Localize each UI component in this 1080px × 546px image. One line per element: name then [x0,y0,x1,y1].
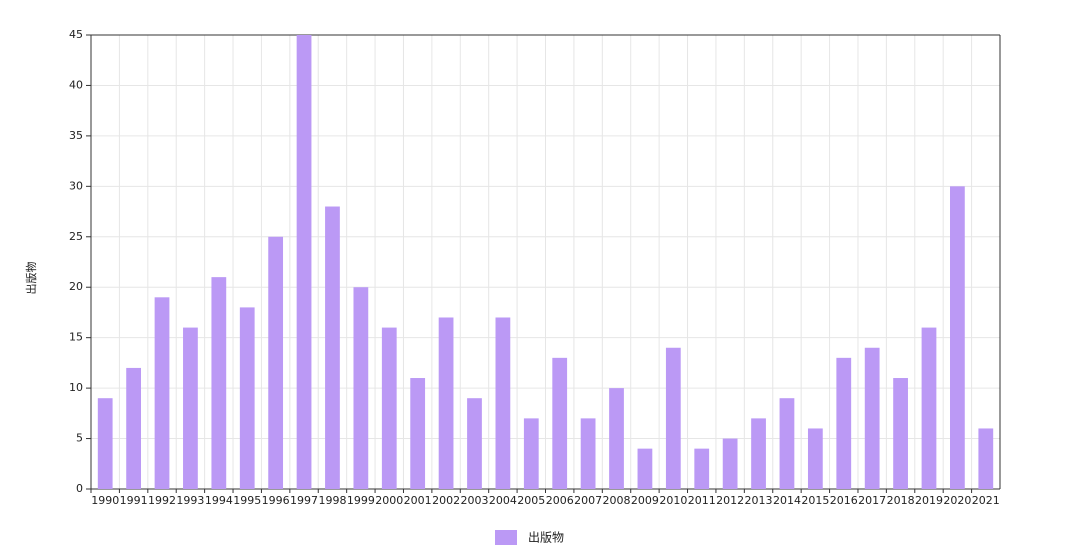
bar [523,418,539,489]
bar [296,35,312,489]
bar [779,398,795,489]
y-tick-label: 5 [76,432,83,445]
bar [722,438,738,489]
bar [126,367,141,489]
x-tick-label: 2006 [546,494,574,507]
x-tick-label: 2009 [631,494,659,507]
bar [580,418,596,489]
bar [154,297,170,489]
x-tick-label: 2000 [375,494,403,507]
x-tick-label: 2018 [887,494,915,507]
bar [410,378,426,489]
bar [97,398,113,489]
x-tick-label: 1994 [205,494,233,507]
x-tick-label: 2020 [943,494,971,507]
x-tick-label: 1996 [262,494,290,507]
bar [921,327,937,489]
bar [665,347,681,489]
x-tick-label: 1992 [148,494,176,507]
x-tick-label: 2015 [801,494,829,507]
x-tick-label: 2004 [489,494,517,507]
bar [438,317,454,489]
x-tick-label: 2019 [915,494,943,507]
x-tick-label: 1990 [91,494,119,507]
bar [694,448,710,489]
bar [268,236,284,489]
y-tick-label: 25 [69,230,83,243]
bar [751,418,766,489]
y-axis-label: 出版物 [24,262,38,295]
x-tick-label: 2008 [603,494,631,507]
bar [467,398,482,489]
x-tick-label: 1995 [233,494,261,507]
x-tick-label: 2017 [858,494,886,507]
x-tick-label: 1991 [120,494,148,507]
x-tick-label: 2011 [688,494,716,507]
y-tick-label: 30 [69,179,83,192]
x-tick-label: 1998 [318,494,346,507]
y-tick-label: 20 [69,280,83,293]
x-tick-label: 2021 [972,494,1000,507]
y-tick-label: 40 [69,78,83,91]
x-tick-label: 1999 [347,494,375,507]
bar [381,327,397,489]
bar [637,448,653,489]
x-tick-label: 2012 [716,494,744,507]
x-tick-label: 2005 [517,494,545,507]
x-tick-label: 2016 [830,494,858,507]
y-tick-label: 0 [76,482,83,495]
bar [353,287,369,489]
bar [807,428,823,489]
y-tick-label: 45 [69,28,83,41]
x-tick-label: 2001 [404,494,432,507]
x-tick-label: 2014 [773,494,801,507]
bar [495,317,511,489]
x-tick-label: 2007 [574,494,602,507]
bar [211,277,227,489]
y-tick-label: 10 [69,381,83,394]
bar [978,428,994,489]
bar [836,357,852,489]
x-tick-label: 2013 [745,494,773,507]
x-tick-label: 1997 [290,494,318,507]
legend-label: 出版物 [528,531,564,545]
bar [950,186,965,490]
bar [239,307,255,489]
x-tick-label: 2003 [460,494,488,507]
bar [864,347,880,489]
legend-swatch [495,530,517,545]
bar [325,206,340,489]
bar [893,378,908,489]
x-tick-label: 1993 [176,494,204,507]
x-tick-label: 2002 [432,494,460,507]
bar [552,357,568,489]
y-tick-label: 35 [69,129,83,142]
y-tick-label: 15 [69,331,83,344]
bar [183,327,198,489]
x-tick-label: 2010 [659,494,687,507]
bar [609,388,624,489]
